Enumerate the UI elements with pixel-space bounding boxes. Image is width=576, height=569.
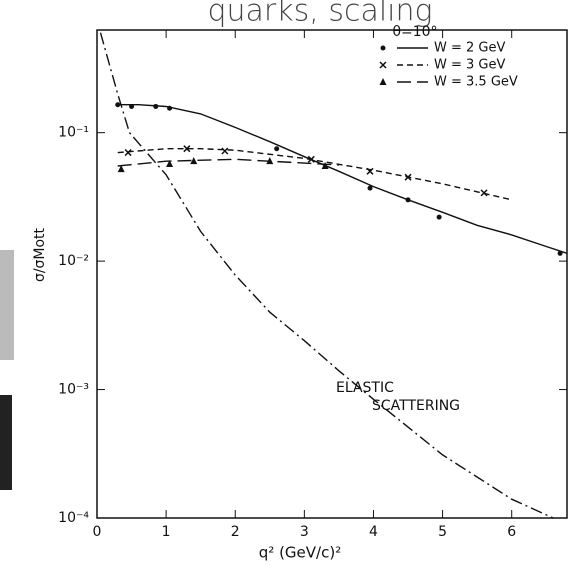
data-point xyxy=(367,185,373,191)
data-point xyxy=(183,145,191,153)
data-point xyxy=(436,214,442,220)
data-point xyxy=(221,147,229,155)
photo-edge xyxy=(0,395,12,490)
data-point xyxy=(153,103,159,109)
x-tick-label: 1 xyxy=(162,524,171,540)
data-point xyxy=(190,157,198,165)
data-point xyxy=(405,197,411,203)
y-tick-label: 10⁻⁴ xyxy=(58,510,89,526)
data-point xyxy=(167,105,173,111)
angle-label: θ=10° xyxy=(392,24,437,40)
data-point xyxy=(480,189,488,197)
elastic-curve xyxy=(99,32,554,519)
annotation: ELASTIC xyxy=(336,380,394,396)
data-point xyxy=(307,155,315,163)
fit-curve xyxy=(117,104,568,254)
data-point xyxy=(274,146,280,152)
x-tick-label: 5 xyxy=(438,524,447,540)
data-point xyxy=(266,157,274,165)
y-tick-label: 10⁻¹ xyxy=(58,125,89,141)
data-point xyxy=(115,102,121,108)
plot-frame xyxy=(96,29,568,519)
x-tick-label: 3 xyxy=(300,524,309,540)
data-point xyxy=(166,160,174,168)
x-tick-label: 4 xyxy=(369,524,378,540)
data-point xyxy=(380,45,386,51)
data-point xyxy=(404,173,412,181)
data-point xyxy=(379,78,387,85)
data-point xyxy=(321,162,329,170)
x-tick-label: 2 xyxy=(231,524,240,540)
slide-title: quarks, scaling xyxy=(207,0,432,29)
photo-edge xyxy=(0,250,14,360)
data-point xyxy=(366,167,374,175)
y-tick-label: 10⁻³ xyxy=(58,382,89,398)
y-tick-label: 10⁻² xyxy=(58,253,89,269)
data-point xyxy=(117,165,125,173)
x-axis-label: q² (GeV/c)² xyxy=(259,544,341,562)
legend-label: W = 2 GeV xyxy=(434,41,505,56)
fit-curve xyxy=(117,148,512,201)
legend-label: W = 3.5 GeV xyxy=(434,75,518,90)
y-axis-label: σ/σMott xyxy=(32,227,48,282)
x-tick-label: 6 xyxy=(507,524,516,540)
legend-label: W = 3 GeV xyxy=(434,58,505,73)
data-point xyxy=(379,61,387,69)
data-point xyxy=(124,149,132,157)
data-point xyxy=(129,103,135,109)
data-point xyxy=(557,250,563,256)
annotation: SCATTERING xyxy=(372,398,460,414)
fit-curve xyxy=(117,158,339,167)
x-tick-label: 0 xyxy=(93,524,102,540)
